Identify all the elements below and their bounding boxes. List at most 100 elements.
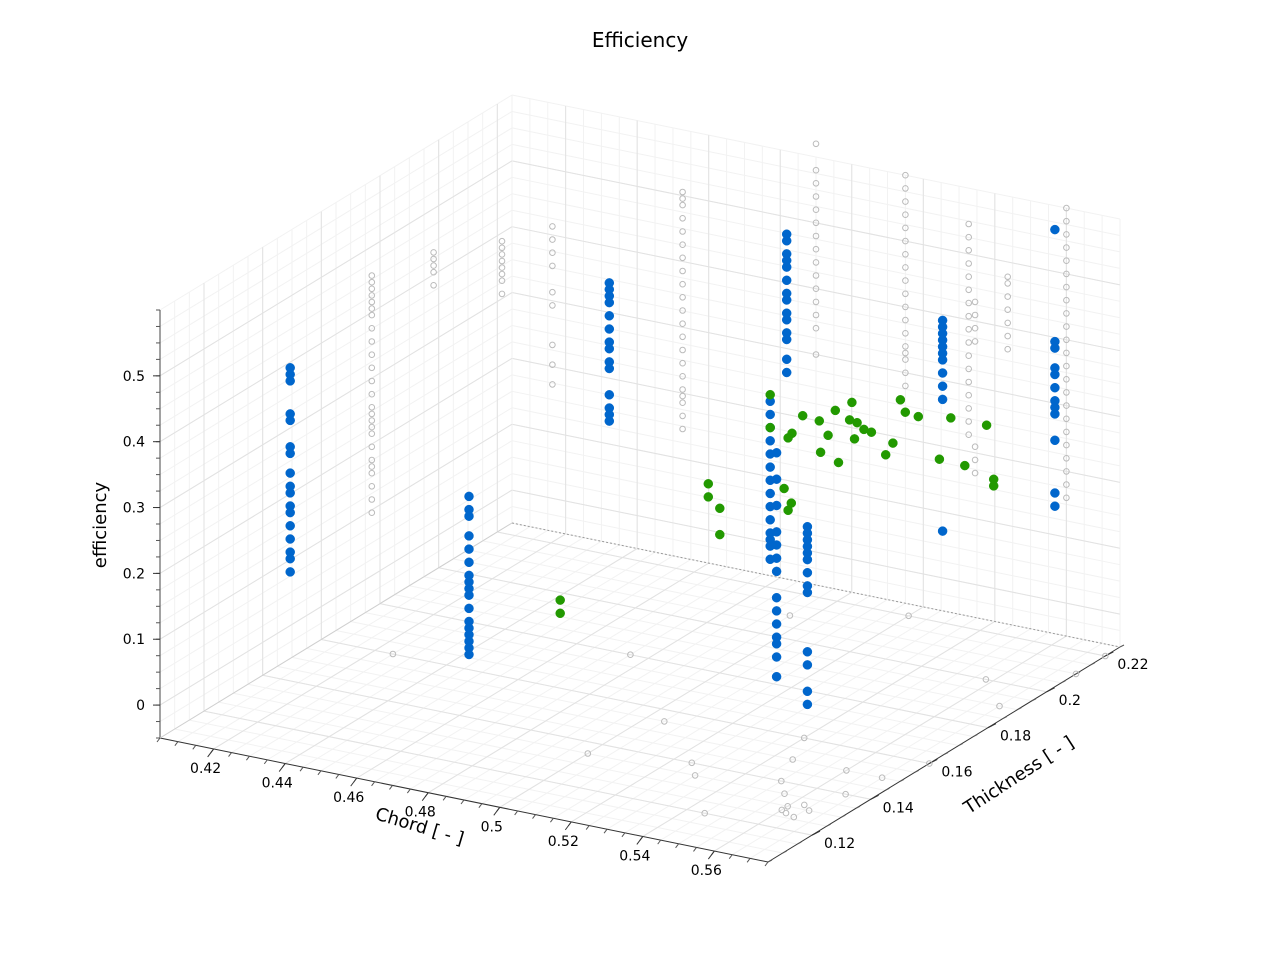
dominated-design-point	[902, 264, 909, 271]
dominated-design-point	[1063, 376, 1070, 383]
back-wall-minor-grid-line	[511, 473, 1121, 599]
dominated-design-point	[971, 311, 979, 319]
dominated-design-point	[679, 294, 686, 301]
dominated-design-point	[368, 311, 376, 319]
dominated-design-point	[679, 399, 686, 407]
dominated-design-point	[1063, 204, 1070, 212]
back-wall-minor-grid-line	[511, 193, 1121, 319]
chord-tick-label: 0.54	[619, 848, 650, 864]
feasible-design-point	[802, 567, 813, 578]
dominated-design-point	[996, 702, 1003, 710]
side-wall-minor-grid-line	[159, 407, 513, 624]
dominated-design-point	[965, 260, 973, 267]
feasible-design-point	[464, 491, 474, 502]
floor-grid-line	[379, 603, 989, 729]
chart-title: Efficiency	[592, 28, 689, 52]
feasible-design-point	[781, 334, 792, 345]
pareto-design-point	[797, 410, 808, 421]
side-wall-grid-line	[159, 357, 513, 574]
dominated-design-point	[965, 273, 973, 281]
thickness-tick-label: 0.22	[1117, 657, 1148, 673]
chord-minor-tick-mark	[728, 854, 733, 860]
chord-minor-tick-mark	[585, 825, 590, 830]
feasible-design-point	[285, 507, 295, 518]
dominated-design-point	[1063, 257, 1070, 265]
dominated-design-point	[781, 790, 788, 798]
dominated-design-point	[965, 286, 973, 294]
feasible-design-point	[937, 394, 948, 405]
dominated-design-point	[812, 324, 820, 332]
dominated-design-point	[902, 171, 909, 179]
chord-minor-tick-mark	[335, 774, 340, 779]
dominated-design-point	[584, 750, 592, 757]
dominated-design-point	[679, 320, 686, 328]
dominated-design-point	[627, 651, 634, 659]
side-wall-minor-grid-line	[159, 193, 513, 410]
axes-layer	[153, 309, 1125, 867]
pareto-design-point	[981, 420, 992, 430]
dominated-design-point	[902, 343, 909, 350]
efficiency-tick-label: 0.2	[123, 566, 145, 582]
dominated-design-point	[971, 324, 979, 332]
back-wall-grid-line	[511, 489, 1121, 615]
dominated-design-point	[812, 180, 820, 187]
back-floor-edge	[511, 522, 1121, 648]
feasible-design-point	[771, 527, 782, 537]
dominated-design-point	[549, 302, 556, 309]
dominated-design-point	[679, 228, 686, 235]
dominated-design-point	[368, 496, 376, 503]
chord-minor-tick-mark	[532, 814, 536, 819]
dominated-design-point	[812, 193, 820, 200]
pareto-design-point	[833, 457, 844, 468]
dominated-design-point	[1004, 280, 1012, 287]
feasible-design-point	[937, 368, 948, 378]
floor-grid-line	[213, 533, 566, 750]
dominated-design-point	[965, 312, 973, 320]
dominated-design-point	[679, 386, 686, 393]
floor-grid-line	[499, 591, 853, 808]
chord-minor-tick-mark	[675, 843, 679, 849]
feasible-design-point	[781, 236, 792, 246]
thickness-minor-tick-mark	[885, 787, 890, 791]
thickness-minor-tick-mark	[826, 823, 831, 827]
dominated-design-point	[902, 290, 909, 298]
feasible-design-point	[765, 462, 775, 472]
feasible-design-point	[771, 540, 782, 550]
dominated-design-point	[1063, 389, 1070, 396]
dominated-design-point	[498, 277, 506, 285]
dominated-design-point	[902, 224, 909, 232]
dominated-design-point	[549, 381, 556, 388]
dominated-design-point	[679, 280, 686, 288]
floor-minor-grid-line	[291, 656, 901, 782]
chord-tick-mark	[278, 763, 286, 772]
feasible-design-point	[802, 554, 813, 565]
feasible-design-point	[771, 619, 782, 629]
side-wall-minor-grid-line	[159, 308, 513, 525]
feasible-design-point	[464, 557, 474, 568]
chord-tick-label: 0.56	[691, 863, 722, 879]
feasible-design-point	[765, 515, 775, 525]
pareto-design-point	[847, 397, 857, 408]
dominated-design-point	[1063, 468, 1070, 475]
dominated-design-point	[679, 425, 686, 433]
back-wall-grid-line	[511, 292, 1121, 418]
left-floor-edge	[159, 522, 513, 739]
dominated-design-point	[786, 612, 794, 619]
feasible-design-point	[1050, 224, 1060, 235]
back-wall-minor-grid-line	[511, 127, 1121, 253]
thickness-minor-tick-mark	[1031, 698, 1037, 702]
dominated-design-point	[902, 277, 909, 284]
dominated-design-point	[368, 278, 376, 286]
side-wall-minor-grid-line	[159, 390, 513, 607]
dominated-design-point	[902, 211, 909, 218]
dominated-design-point	[1063, 323, 1070, 330]
dominated-design-point	[368, 364, 376, 372]
feasible-design-point	[802, 647, 813, 657]
back-wall-minor-grid-line	[511, 407, 1121, 533]
efficiency-tick-label: 0.5	[123, 369, 145, 385]
dominated-design-point	[926, 760, 933, 767]
floor-minor-grid-line	[453, 558, 1062, 684]
dominated-design-point	[368, 305, 376, 312]
feasible-design-point	[802, 587, 813, 598]
